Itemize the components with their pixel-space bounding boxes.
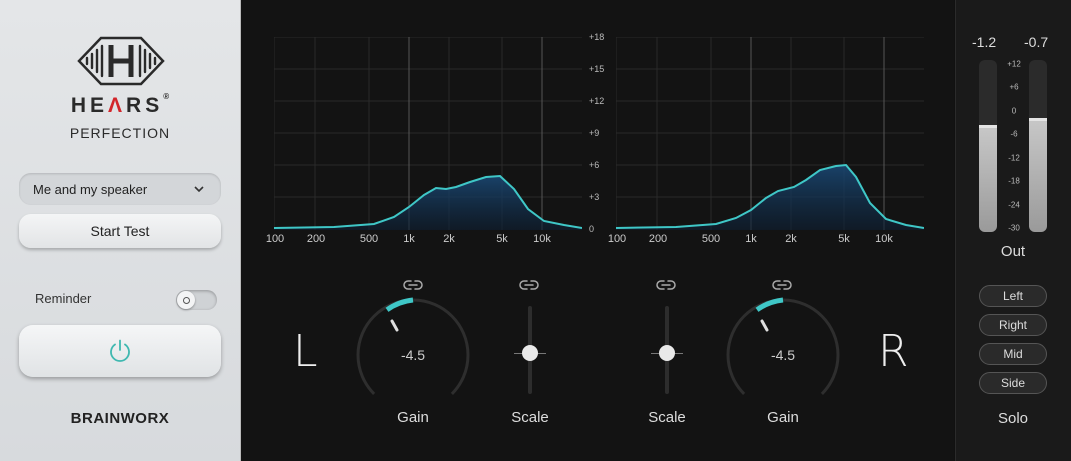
right-gain-label: Gain	[767, 409, 799, 426]
left-gain-label: Gain	[397, 409, 429, 426]
profile-dropdown-value: Me and my speaker	[33, 181, 148, 197]
meter-fill	[979, 125, 997, 232]
x-tick-left: 500	[359, 233, 379, 245]
left-channel-label: L	[293, 326, 318, 377]
left-peak-value: -1.2	[972, 34, 997, 50]
meter-scale-tick: 0	[1011, 106, 1017, 116]
left-frequency-graph	[274, 37, 582, 230]
y-tick: +9	[589, 128, 600, 138]
y-tick: 0	[589, 224, 595, 234]
meter-peak	[1029, 118, 1047, 121]
solo-right-button[interactable]: Right	[979, 314, 1047, 336]
brand-subtitle: PERFECTION	[69, 125, 171, 141]
right-channel-label: R	[878, 326, 909, 377]
x-tick-right: 100	[607, 233, 627, 245]
y-tick: +3	[589, 192, 600, 202]
link-scale-right-icon[interactable]	[656, 279, 676, 291]
x-tick-right: 5k	[838, 233, 850, 245]
right-scale-label: Scale	[648, 409, 686, 426]
right-peak-value: -0.7	[1024, 34, 1049, 50]
sidebar-panel: HEΛRS® PERFECTION Me and my speaker Star…	[0, 0, 241, 461]
x-tick-right: 500	[701, 233, 721, 245]
solo-side-button[interactable]: Side	[979, 372, 1047, 394]
right-frequency-graph	[616, 37, 924, 230]
meter-scale-tick: -18	[1008, 176, 1020, 186]
solo-mid-button[interactable]: Mid	[979, 343, 1047, 365]
brand-name: HEΛRS®	[70, 92, 170, 117]
chevron-down-icon	[194, 186, 204, 193]
right-gain-knob[interactable]	[725, 297, 841, 413]
power-icon	[110, 339, 130, 362]
right-output-meter	[1029, 60, 1047, 232]
meter-scale-tick: +12	[1007, 59, 1021, 69]
y-tick: +6	[589, 160, 600, 170]
x-tick-left: 10k	[533, 233, 551, 245]
x-tick-left: 200	[306, 233, 326, 245]
left-gain-value: -4.5	[400, 347, 426, 363]
right-gain-value: -4.5	[770, 347, 796, 363]
profile-dropdown[interactable]: Me and my speaker	[19, 173, 221, 205]
link-gain-right-icon[interactable]	[772, 279, 792, 291]
left-output-meter	[979, 60, 997, 232]
x-tick-right: 10k	[875, 233, 893, 245]
output-label: Out	[1000, 243, 1026, 260]
hears-logo-icon	[77, 36, 165, 86]
main-panel	[241, 0, 954, 461]
meter-scale-tick: -12	[1008, 153, 1020, 163]
left-scale-label: Scale	[511, 409, 549, 426]
x-tick-left: 100	[265, 233, 285, 245]
left-scale-slider-thumb[interactable]	[522, 345, 538, 361]
meter-scale-tick: +6	[1009, 82, 1019, 92]
meter-fill	[1029, 118, 1047, 232]
meter-peak	[979, 125, 997, 128]
link-scale-left-icon[interactable]	[519, 279, 539, 291]
start-test-button[interactable]: Start Test	[19, 214, 221, 248]
x-tick-left: 1k	[403, 233, 415, 245]
x-tick-right: 1k	[745, 233, 757, 245]
solo-label: Solo	[997, 410, 1029, 427]
x-tick-right: 200	[648, 233, 668, 245]
y-tick: +12	[589, 96, 605, 106]
x-tick-right: 2k	[785, 233, 797, 245]
meter-scale-tick: -24	[1008, 200, 1020, 210]
right-scale-slider-thumb[interactable]	[659, 345, 675, 361]
reminder-toggle[interactable]	[176, 290, 217, 310]
meter-scale-tick: -30	[1008, 223, 1020, 233]
meter-scale-tick: -6	[1010, 129, 1018, 139]
brainworx-logo: BRAINWORX	[70, 410, 170, 427]
y-tick: +15	[589, 64, 605, 74]
power-button[interactable]	[19, 325, 221, 377]
toggle-knob	[177, 291, 195, 309]
solo-left-button[interactable]: Left	[979, 285, 1047, 307]
link-gain-left-icon[interactable]	[403, 279, 423, 291]
y-tick: +18	[589, 32, 605, 42]
left-gain-knob[interactable]	[355, 297, 471, 413]
x-tick-left: 5k	[496, 233, 508, 245]
x-tick-left: 2k	[443, 233, 455, 245]
reminder-label: Reminder	[35, 291, 92, 306]
